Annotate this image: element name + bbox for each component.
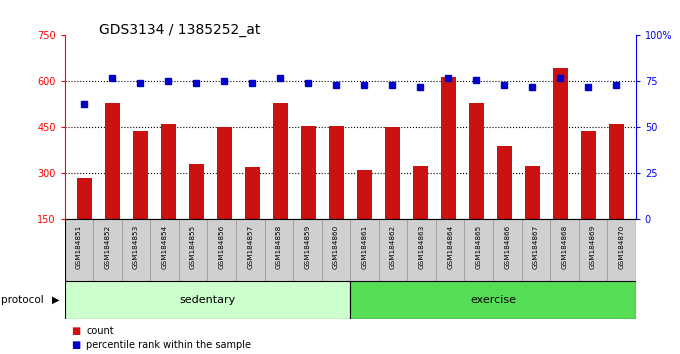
Text: GSM184852: GSM184852 — [105, 224, 110, 269]
Bar — [356, 170, 372, 266]
Bar — [76, 178, 92, 266]
Text: GSM184870: GSM184870 — [619, 224, 624, 269]
Bar — [607, 219, 636, 281]
Text: GSM184857: GSM184857 — [248, 224, 253, 269]
Bar — [436, 219, 464, 281]
Text: protocol: protocol — [1, 295, 44, 305]
Text: exercise: exercise — [470, 295, 516, 305]
Bar — [469, 103, 484, 266]
Text: GSM184855: GSM184855 — [190, 224, 196, 269]
Text: GSM184854: GSM184854 — [162, 224, 167, 269]
Text: ▶: ▶ — [52, 295, 60, 305]
Bar — [496, 146, 512, 266]
Bar — [550, 219, 579, 281]
Bar — [293, 219, 322, 281]
Bar — [384, 127, 400, 266]
Text: GSM184863: GSM184863 — [419, 224, 424, 269]
Bar — [188, 164, 204, 266]
Text: sedentary: sedentary — [180, 295, 235, 305]
Text: GSM184862: GSM184862 — [390, 224, 396, 269]
Text: GSM184859: GSM184859 — [305, 224, 310, 269]
Text: GSM184868: GSM184868 — [562, 224, 567, 269]
Bar — [522, 219, 550, 281]
Text: GSM184856: GSM184856 — [219, 224, 224, 269]
Bar — [464, 219, 493, 281]
Bar — [207, 219, 236, 281]
Bar — [265, 219, 293, 281]
Bar — [581, 131, 596, 266]
Bar — [133, 131, 148, 266]
Bar — [301, 126, 316, 266]
Text: GSM184853: GSM184853 — [133, 224, 139, 269]
Bar — [493, 219, 522, 281]
Text: GDS3134 / 1385252_at: GDS3134 / 1385252_at — [99, 23, 260, 37]
Text: GSM184869: GSM184869 — [590, 224, 596, 269]
Text: ■: ■ — [71, 326, 81, 336]
Bar — [236, 219, 265, 281]
Bar — [150, 219, 179, 281]
Bar — [553, 68, 568, 266]
Bar — [609, 124, 624, 266]
Bar — [179, 219, 207, 281]
Text: GSM184867: GSM184867 — [533, 224, 539, 269]
Text: GSM184865: GSM184865 — [476, 224, 481, 269]
Text: GSM184851: GSM184851 — [76, 224, 82, 269]
Bar — [65, 281, 350, 319]
Text: GSM184866: GSM184866 — [505, 224, 510, 269]
Bar — [160, 124, 176, 266]
Bar — [65, 219, 93, 281]
Bar — [379, 219, 407, 281]
Bar — [407, 219, 436, 281]
Bar — [441, 77, 456, 266]
Bar — [93, 219, 122, 281]
Bar — [350, 219, 379, 281]
Bar — [216, 127, 232, 266]
Bar — [273, 103, 288, 266]
Bar — [328, 126, 344, 266]
Text: GSM184858: GSM184858 — [276, 224, 282, 269]
Bar — [524, 166, 540, 266]
Bar — [105, 103, 120, 266]
Bar — [413, 166, 428, 266]
Bar — [122, 219, 150, 281]
Text: percentile rank within the sample: percentile rank within the sample — [86, 340, 252, 350]
Bar — [579, 219, 607, 281]
Text: GSM184861: GSM184861 — [362, 224, 367, 269]
Text: GSM184864: GSM184864 — [447, 224, 453, 269]
Bar — [350, 281, 636, 319]
Bar — [322, 219, 350, 281]
Text: ■: ■ — [71, 340, 81, 350]
Text: count: count — [86, 326, 114, 336]
Bar — [245, 167, 260, 266]
Text: GSM184860: GSM184860 — [333, 224, 339, 269]
